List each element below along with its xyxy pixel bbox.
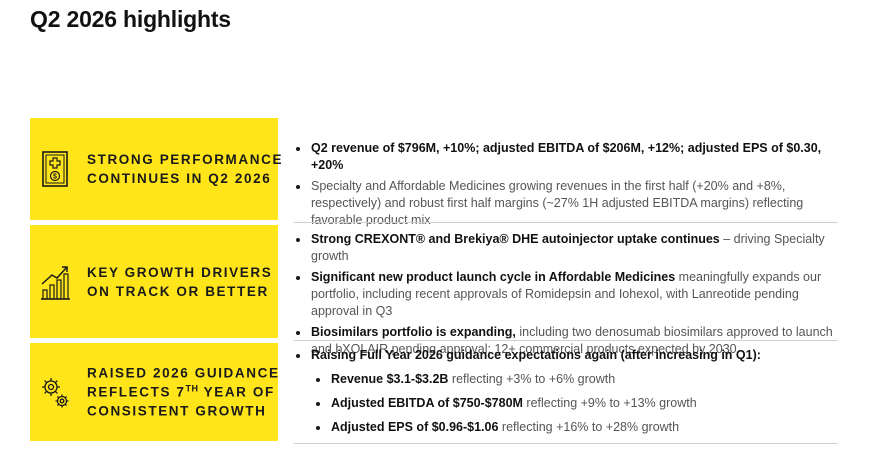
sub-bullet-strong-text: Revenue $3.1-$3.2B (331, 372, 449, 386)
row-label-line: RAISED 2026 GUIDANCE (87, 365, 280, 381)
row-label-line: ON TRACK OR BETTER (87, 283, 269, 299)
bullet-light-text: meaningfully expands our portfolio, incl… (311, 270, 822, 318)
row-label: STRONG PERFORMANCE CONTINUES IN Q2 2026 (87, 150, 283, 188)
row-label-panel: RAISED 2026 GUIDANCE REFLECTS 7TH YEAR O… (30, 343, 278, 441)
bullet-light-text: including two denosumab biosimilars appr… (311, 325, 833, 356)
growth-chart-icon (41, 265, 70, 300)
sub-bullet-strong-text: Adjusted EBITDA of $750-$780M (331, 396, 523, 410)
bullet-item: Specialty and Affordable Medicines growi… (294, 178, 838, 229)
row-label-text: YEAR OF (198, 384, 275, 400)
bullet-strong-text: Biosimilars portfolio is expanding, (311, 325, 516, 339)
row-label-text: REFLECTS 7 (87, 384, 186, 400)
sub-bullet-light-text: reflecting +3% to +6% growth (448, 372, 616, 386)
row-content: Q2 revenue of $796M, +10%; adjusted EBIT… (294, 118, 838, 227)
bullet-light-text: Specialty and Affordable Medicines growi… (311, 179, 804, 227)
ordinal-superscript: TH (185, 383, 199, 394)
gears-icon (42, 378, 69, 408)
sub-bullet-item: Adjusted EPS of $0.96-$1.06 reflecting +… (294, 419, 838, 436)
row-label-line: CONSISTENT GROWTH (87, 403, 267, 419)
row-label-panel: KEY GROWTH DRIVERS ON TRACK OR BETTER (30, 225, 278, 338)
row-label-panel: $ STRONG PERFORMANCE CONTINUES IN Q2 202… (30, 118, 281, 220)
row-label-line: KEY GROWTH DRIVERS (87, 264, 273, 280)
medicine-bottle-icon: $ (42, 151, 68, 187)
row-label: KEY GROWTH DRIVERS ON TRACK OR BETTER (87, 263, 272, 301)
row-label-line: REFLECTS 7TH YEAR OF (87, 383, 280, 402)
bullet-item: Significant new product launch cycle in … (294, 269, 838, 320)
bullet-strong-text: Strong CREXONT® and Brekiya® DHE autoinj… (311, 232, 720, 246)
highlight-row-guidance: RAISED 2026 GUIDANCE REFLECTS 7TH YEAR O… (30, 343, 838, 444)
row-label-line: STRONG PERFORMANCE (87, 152, 284, 167)
bullet-item: Raising Full Year 2026 guidance expectat… (294, 347, 838, 364)
row-label-line: CONTINUES IN Q2 2026 (87, 171, 272, 186)
sub-bullet-light-text: reflecting +9% to +13% growth (522, 396, 697, 410)
row-divider (294, 443, 838, 444)
bullet-item: Strong CREXONT® and Brekiya® DHE autoinj… (294, 231, 838, 265)
bullet-strong-text: Q2 revenue of $796M, +10%; adjusted EBIT… (311, 141, 822, 172)
sub-bullet-item: Revenue $3.1-$3.2B reflecting +3% to +6%… (294, 371, 838, 388)
sub-bullet-strong-text: Adjusted EPS of $0.96-$1.06 (331, 420, 499, 434)
bullet-item: Biosimilars portfolio is expanding, incl… (294, 324, 838, 358)
row-label: RAISED 2026 GUIDANCE REFLECTS 7TH YEAR O… (87, 364, 280, 421)
sub-bullet-light-text: reflecting +16% to +28% growth (498, 420, 680, 434)
row-content: Strong CREXONT® and Brekiya® DHE autoinj… (294, 225, 838, 356)
row-content: Raising Full Year 2026 guidance expectat… (294, 343, 838, 444)
sub-bullet-item: Adjusted EBITDA of $750-$780M reflecting… (294, 395, 838, 412)
bullet-light-text: – driving Specialty growth (311, 232, 825, 263)
slide-title: Q2 2026 highlights (30, 6, 231, 32)
row-divider (294, 222, 838, 223)
bullet-strong-text: Raising Full Year 2026 guidance expectat… (311, 348, 761, 362)
bullet-strong-text: Significant new product launch cycle in … (311, 270, 676, 284)
highlight-row-performance: $ STRONG PERFORMANCE CONTINUES IN Q2 202… (30, 118, 838, 227)
svg-text:$: $ (53, 174, 57, 181)
highlight-row-growth-drivers: KEY GROWTH DRIVERS ON TRACK OR BETTER St… (30, 225, 838, 356)
bullet-item: Q2 revenue of $796M, +10%; adjusted EBIT… (294, 140, 838, 174)
row-divider (294, 340, 838, 341)
